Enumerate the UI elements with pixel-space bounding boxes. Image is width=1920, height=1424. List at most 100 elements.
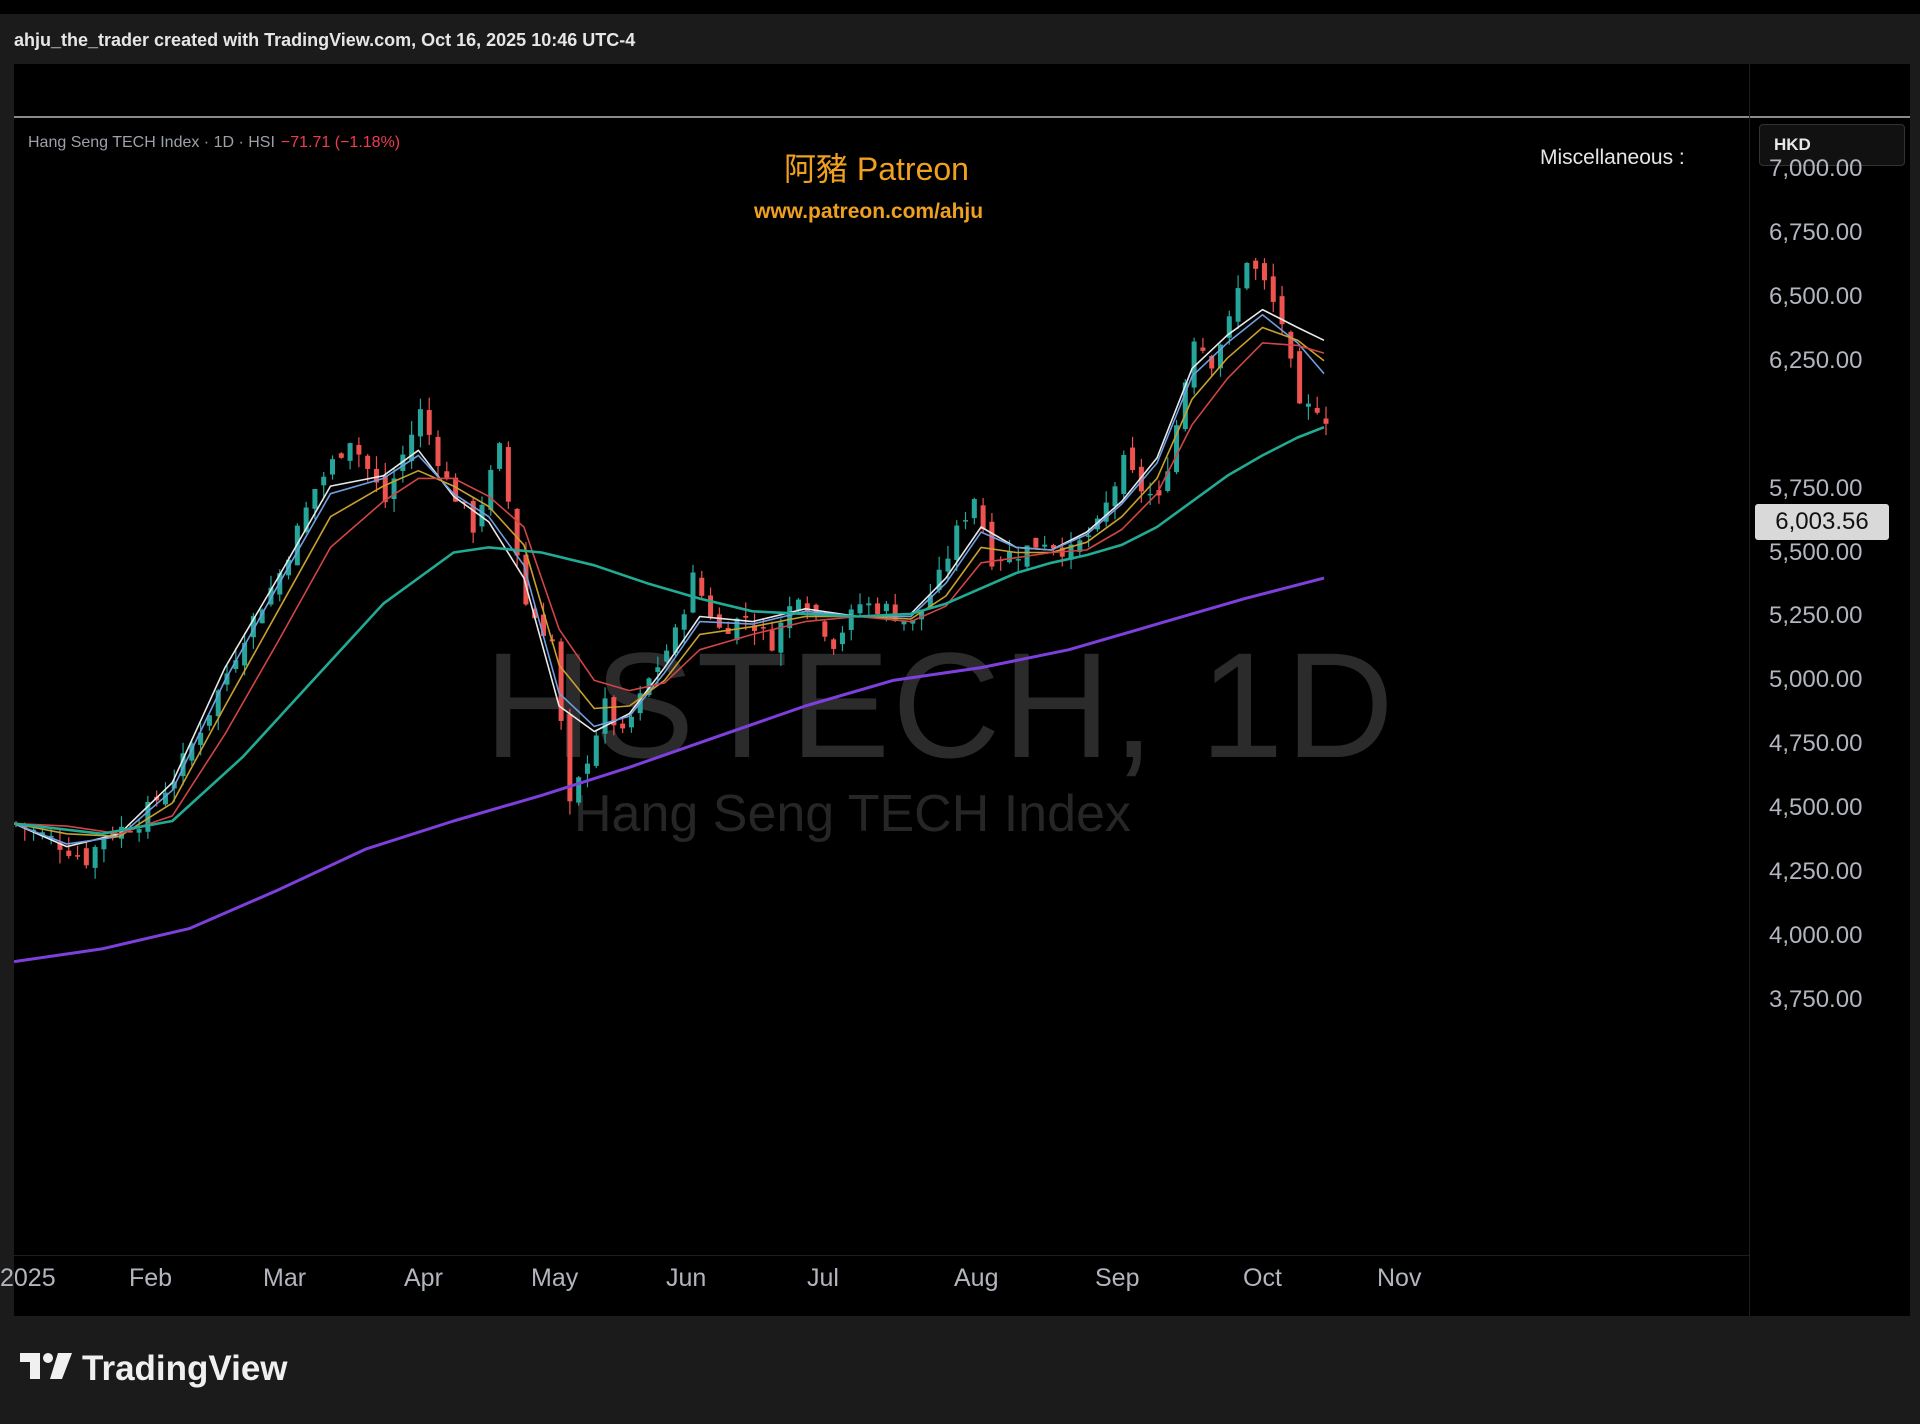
candle-down bbox=[83, 848, 89, 866]
time-tick: 2025 bbox=[0, 1264, 56, 1292]
candle-up bbox=[215, 690, 221, 717]
candle-up bbox=[1112, 486, 1118, 507]
candle-up bbox=[1226, 316, 1232, 338]
patreon-title: 阿豬 Patreon bbox=[784, 151, 969, 187]
candle-up bbox=[857, 604, 863, 614]
candle-up bbox=[303, 507, 309, 532]
miscellaneous-label[interactable]: Miscellaneous : bbox=[1540, 146, 1685, 169]
time-scale-divider bbox=[14, 1255, 1749, 1256]
candle-up bbox=[778, 622, 784, 653]
time-tick: Nov bbox=[1377, 1264, 1422, 1292]
candle-up bbox=[347, 443, 353, 461]
price-tick: 7,000.00 bbox=[1769, 155, 1863, 182]
snapshot-credit: ahju_the_trader created with TradingView… bbox=[14, 30, 636, 50]
candle-down bbox=[541, 614, 547, 636]
candle-up bbox=[910, 620, 916, 624]
candle-down bbox=[831, 639, 837, 649]
candle-down bbox=[1323, 418, 1329, 424]
candle-up bbox=[330, 459, 336, 475]
candle-down bbox=[743, 615, 749, 618]
candle-up bbox=[681, 614, 687, 630]
price-tick: 4,750.00 bbox=[1769, 730, 1863, 758]
chart-top-separator bbox=[14, 116, 1910, 118]
candle-down bbox=[1261, 263, 1267, 281]
candle-down bbox=[708, 595, 714, 617]
candle-up bbox=[312, 489, 318, 509]
candle-up bbox=[1006, 551, 1012, 563]
candle-up bbox=[672, 627, 678, 653]
price-tick: 4,250.00 bbox=[1769, 858, 1863, 886]
candle-down bbox=[514, 508, 520, 556]
candle-down bbox=[1314, 408, 1320, 413]
candle-up bbox=[901, 620, 907, 625]
legend-change: −71.71 (−1.18%) bbox=[280, 134, 401, 151]
candle-up bbox=[866, 603, 872, 606]
time-tick: May bbox=[531, 1264, 579, 1292]
candle-down bbox=[1130, 447, 1136, 470]
candle-up bbox=[1235, 288, 1241, 322]
candle-down bbox=[558, 641, 564, 721]
candle-up bbox=[136, 829, 142, 833]
currency-button[interactable]: HKD bbox=[1759, 124, 1905, 166]
candle-down bbox=[1156, 490, 1162, 496]
candle-down bbox=[470, 500, 476, 533]
candle-down bbox=[453, 477, 459, 502]
candle-down bbox=[699, 577, 705, 596]
candle-up bbox=[233, 660, 239, 669]
candle-down bbox=[356, 444, 362, 455]
candle-up bbox=[1182, 382, 1188, 430]
candle-down bbox=[444, 471, 450, 479]
candle-up bbox=[839, 632, 845, 645]
chart-plot[interactable] bbox=[14, 118, 1749, 1255]
patreon-url: www.patreon.com/ahju bbox=[754, 200, 984, 223]
candle-up bbox=[1077, 540, 1083, 552]
candle-up bbox=[919, 609, 925, 620]
candle-down bbox=[1279, 296, 1285, 325]
time-tick: Oct bbox=[1243, 1264, 1282, 1292]
candle-up bbox=[259, 609, 265, 624]
candle-up bbox=[664, 650, 670, 662]
candle-down bbox=[1297, 351, 1303, 404]
candle-down bbox=[127, 831, 133, 833]
candle-down bbox=[567, 714, 573, 802]
candle-down bbox=[892, 604, 898, 622]
candle-down bbox=[1138, 466, 1144, 492]
candle-down bbox=[426, 410, 432, 435]
candle-up bbox=[162, 792, 168, 805]
legend-symbol: Hang Seng TECH Index · 1D · HSI bbox=[28, 134, 275, 151]
candle-up bbox=[883, 603, 889, 612]
candle-down bbox=[1209, 356, 1215, 369]
candle-down bbox=[989, 521, 995, 567]
tradingview-wordmark: TradingView bbox=[82, 1349, 288, 1388]
candle-down bbox=[435, 436, 441, 466]
candle-up bbox=[655, 667, 661, 672]
symbol-legend[interactable]: Hang Seng TECH Index · 1D · HSI −71.71 (−… bbox=[28, 134, 400, 152]
candle-up bbox=[497, 443, 503, 469]
candle-down bbox=[804, 603, 810, 612]
candle-up bbox=[1094, 518, 1100, 530]
candle-down bbox=[611, 697, 617, 726]
candle-up bbox=[417, 409, 423, 437]
candle-up bbox=[1217, 344, 1223, 369]
moving-average-line bbox=[14, 308, 1325, 848]
candle-down bbox=[66, 850, 72, 856]
price-tick: 5,000.00 bbox=[1769, 666, 1863, 694]
candle-down bbox=[532, 608, 538, 619]
price-tick: 6,750.00 bbox=[1769, 218, 1863, 246]
candle-up bbox=[48, 835, 54, 838]
time-tick: Sep bbox=[1095, 1264, 1140, 1292]
snapshot-header: ahju_the_trader created with TradingView… bbox=[0, 14, 1920, 64]
candle-down bbox=[1253, 260, 1259, 269]
chart-frame[interactable]: HSTECH, 1D Hang Seng TECH Index Hang Sen… bbox=[0, 64, 1910, 1316]
candle-up bbox=[690, 572, 696, 613]
candle-up bbox=[250, 616, 256, 638]
candle-down bbox=[980, 505, 986, 530]
candle-up bbox=[963, 520, 969, 522]
candle-down bbox=[760, 627, 766, 629]
candle-up bbox=[927, 594, 933, 607]
candle-down bbox=[752, 625, 758, 631]
candle-down bbox=[365, 455, 371, 469]
tradingview-logo-icon bbox=[20, 1353, 72, 1379]
price-tick: 5,750.00 bbox=[1769, 474, 1863, 502]
candle-up bbox=[400, 454, 406, 471]
